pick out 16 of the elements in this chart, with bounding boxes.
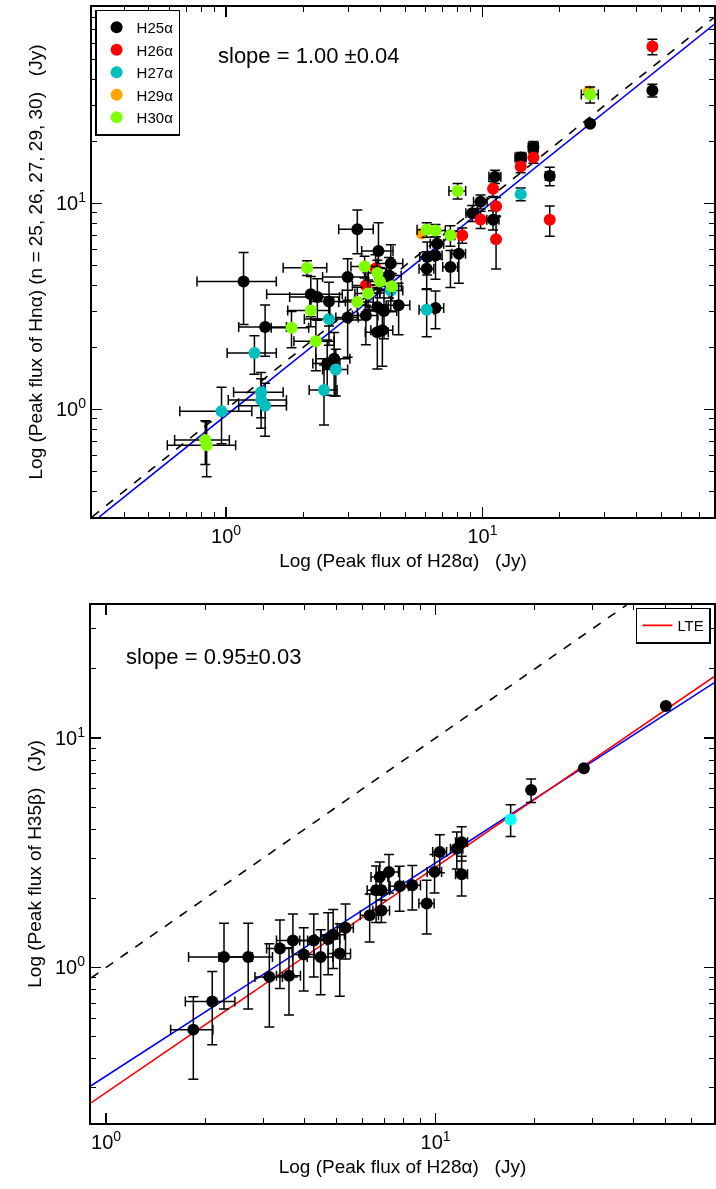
y-axis-title: Log (Peak flux of Hnα) (n = 25, 26, 27, 29, 30) (Jy) <box>25 44 47 480</box>
legend-label: H29α <box>136 86 174 104</box>
legend-label: H25α <box>136 19 174 37</box>
annotation: slope = 0.95±0.03 <box>126 644 302 669</box>
x-axis-title: Log (Peak flux of H28α) (Jy) <box>279 550 527 572</box>
legend-label: H26α <box>136 41 174 59</box>
annotation: slope = 1.00 ±0.04 <box>218 43 400 68</box>
y-axis-title: Log (Peak flux of H35β) (Jy) <box>24 740 46 988</box>
y-tick-label: 10$^{1}$ <box>54 723 86 750</box>
legend-label: H30α <box>136 109 174 127</box>
legend-label: LTE <box>677 617 704 635</box>
legend-label: H27α <box>136 64 174 82</box>
y-tick-label: 10$^{0}$ <box>54 953 86 979</box>
x-axis-title: Log (Peak flux of H28α) (Jy) <box>278 1156 527 1178</box>
y-tick-label: 10$^{1}$ <box>55 189 87 215</box>
y-tick-label: 10$^{0}$ <box>55 394 87 421</box>
